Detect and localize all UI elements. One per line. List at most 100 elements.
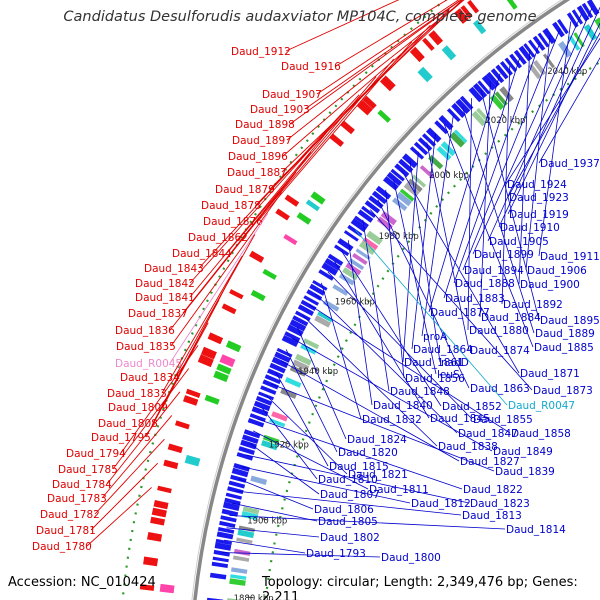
forward-cds — [340, 120, 355, 135]
forward-cds — [284, 194, 300, 207]
left-leader-line — [198, 94, 360, 269]
right-gene-label: Daud_1847 — [458, 428, 518, 440]
reverse-cds — [284, 331, 301, 342]
reverse-cds — [571, 9, 584, 25]
reverse-cds — [217, 527, 235, 534]
cog-box — [284, 377, 302, 388]
cog-box — [403, 182, 420, 197]
right-leader-line — [377, 199, 470, 389]
forward-cds — [185, 388, 201, 398]
reverse-cds — [247, 418, 265, 428]
left-gene-label: Daud_1808 — [98, 418, 158, 430]
right-leader-line — [426, 142, 470, 351]
backbone-ring-highlight — [191, 0, 563, 600]
right-leader-line — [462, 106, 535, 334]
cog-box — [237, 529, 255, 539]
cog-box — [229, 578, 246, 586]
forward-cds — [249, 250, 265, 263]
cog-box — [241, 511, 259, 521]
left-gene-label: Daud_1809 — [108, 402, 168, 414]
right-gene-label: Daud_1883 — [445, 293, 505, 305]
left-gene-label: Daud_1785 — [58, 464, 118, 476]
reverse-cds — [300, 299, 317, 311]
cog-box — [314, 315, 331, 328]
right-gene-label: leuS — [437, 369, 460, 381]
left-gene-label: Daud_1781 — [36, 525, 96, 537]
right-leader-line — [421, 115, 454, 337]
reverse-cds — [532, 35, 546, 51]
reverse-cds — [446, 108, 461, 122]
forward-cds — [207, 332, 224, 345]
reverse-cds — [306, 289, 323, 301]
right-gene-label: Daud_1793 — [306, 548, 366, 560]
reverse-cds — [295, 310, 311, 322]
cog-box — [250, 475, 268, 485]
left-leader-line — [161, 255, 243, 394]
reverse-cds — [289, 319, 307, 332]
right-gene-label: Daud_1814 — [506, 524, 566, 536]
feature-box — [473, 19, 487, 35]
reverse-cds — [312, 280, 328, 291]
forward-cds — [422, 37, 435, 51]
reverse-cds — [264, 374, 281, 385]
forward-cds — [163, 459, 179, 470]
reverse-cds — [255, 395, 273, 406]
reverse-cds — [438, 115, 454, 131]
left-gene-label: Daud_1841 — [135, 292, 195, 304]
forward-cds — [428, 30, 443, 46]
left-gene-label: Daud_1782 — [40, 509, 100, 521]
cog-box — [428, 154, 444, 170]
right-gene-label: Daud_1924 — [507, 179, 567, 191]
reverse-cds — [386, 171, 403, 186]
right-gene-label: Daud_1824 — [347, 434, 407, 446]
feature-box — [159, 583, 175, 594]
right-gene-label: Daud_1884 — [481, 312, 541, 324]
reverse-cds — [552, 21, 565, 38]
reverse-cds — [292, 315, 309, 327]
right-leader-line — [257, 418, 463, 490]
cog-box — [362, 237, 379, 250]
right-leader-line — [280, 360, 460, 462]
reverse-cds — [243, 429, 261, 439]
forward-cds — [147, 532, 163, 542]
reverse-cds — [566, 12, 579, 28]
reverse-cds — [297, 304, 314, 316]
cog-box — [355, 248, 371, 260]
cog-box — [342, 267, 359, 281]
reverse-cds — [219, 520, 236, 528]
reverse-cds — [509, 53, 522, 69]
right-leader-line — [501, 65, 511, 305]
scale-tick — [349, 296, 356, 301]
reverse-cds — [251, 406, 269, 417]
feature-box — [310, 191, 326, 205]
right-leader-line — [229, 515, 506, 530]
scale-tick-label: 2040 kbp — [547, 67, 587, 77]
right-gene-label: Daud_1820 — [338, 447, 398, 459]
reverse-cds — [375, 185, 392, 200]
right-leader-line — [270, 383, 495, 472]
scale-tick-label: 2020 kbp — [485, 116, 525, 126]
cog-box — [449, 131, 465, 148]
cog-box — [292, 359, 310, 372]
forward-cds — [139, 584, 155, 591]
reverse-cds — [468, 86, 484, 103]
cog-box — [231, 567, 248, 574]
reverse-cds — [334, 244, 350, 257]
right-gene-label: Daud_1845 — [430, 413, 490, 425]
left-gene-label: Daud_1842 — [135, 278, 195, 290]
cog-box — [407, 178, 423, 193]
reverse-cds — [224, 497, 241, 506]
scale-tick-label: 1920 kbp — [269, 441, 309, 451]
cog-box — [300, 343, 317, 355]
reverse-cds — [350, 218, 368, 233]
feature-box — [296, 212, 312, 225]
right-gene-label: Daud_1806 — [314, 504, 374, 516]
left-gene-label: Daud_1907 — [262, 89, 322, 101]
left-leader-line — [182, 151, 312, 314]
left-leader-line — [189, 132, 327, 298]
reverse-cds — [233, 463, 250, 472]
reverse-cds — [368, 195, 384, 209]
right-leader-line — [393, 180, 437, 375]
